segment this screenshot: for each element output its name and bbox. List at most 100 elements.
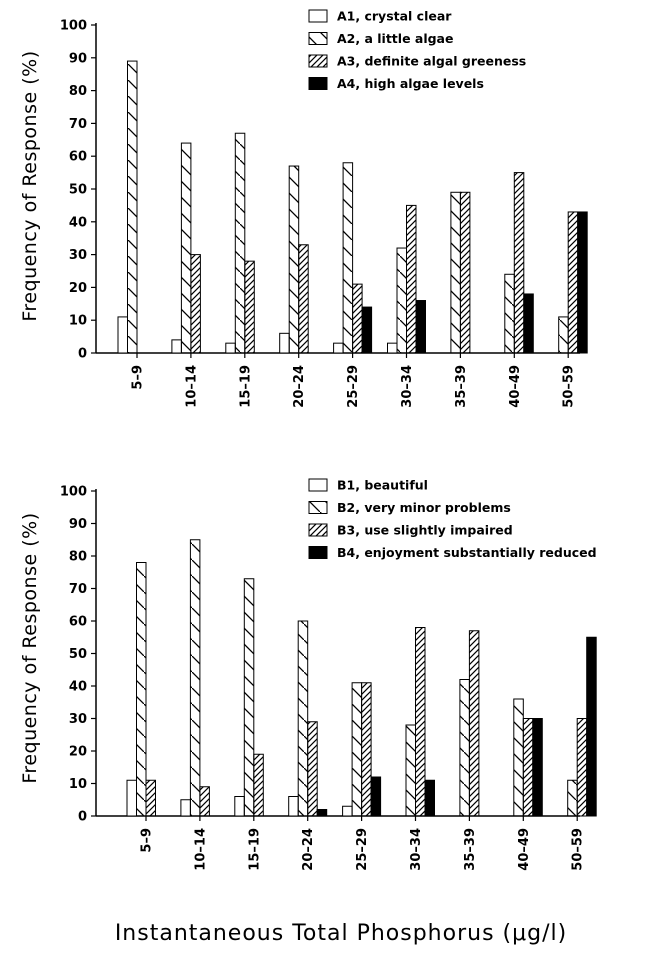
legend-swatch <box>308 478 328 492</box>
bar <box>342 162 354 354</box>
bar <box>244 260 255 354</box>
y-tick-label: 40 <box>69 215 87 230</box>
bar <box>459 191 471 354</box>
bar <box>288 796 299 817</box>
bar <box>387 342 398 354</box>
bar <box>370 776 382 817</box>
bar <box>136 562 147 817</box>
y-tick-label: 30 <box>69 712 87 727</box>
bar <box>297 620 309 817</box>
bar <box>171 339 182 354</box>
legend-label: A4, high algae levels <box>337 76 484 91</box>
x-tick-label: 10–14 <box>193 828 208 871</box>
y-tick-label: 50 <box>69 647 87 662</box>
bar <box>127 60 138 354</box>
legend-swatch <box>308 523 328 537</box>
x-tick-label: 15–19 <box>247 828 262 871</box>
bar <box>468 630 480 817</box>
x-tick-label: 35–39 <box>463 828 478 871</box>
chart-panel-bottom: Frequency of Response (%) 0 10 20 30 40 50 60 7… <box>19 478 597 871</box>
y-tick-label: 40 <box>69 680 87 695</box>
y-tick-label: 80 <box>69 84 87 99</box>
legend-label: A2, a little algae <box>337 31 453 46</box>
bar <box>567 211 579 354</box>
y-tick-label: 20 <box>69 745 87 760</box>
legend-swatch <box>308 9 328 23</box>
x-tick-label: 20–24 <box>292 365 307 408</box>
bar <box>450 191 461 354</box>
y-tick-label: 90 <box>69 517 87 532</box>
legend-swatch <box>308 32 328 45</box>
bar <box>342 805 353 817</box>
bar <box>586 636 597 817</box>
bar <box>190 254 201 354</box>
y-tick-label: 70 <box>69 582 87 597</box>
bar <box>576 718 588 817</box>
bar <box>522 718 534 817</box>
bar <box>316 809 328 817</box>
bar <box>415 300 426 354</box>
bar <box>234 796 245 817</box>
x-tick-label: 20–24 <box>301 828 316 871</box>
bar <box>405 724 416 817</box>
bar <box>567 779 578 817</box>
y-tick-label: 50 <box>69 183 87 198</box>
y-tick-label: 10 <box>69 777 87 792</box>
bar <box>406 204 417 354</box>
legend-label: B2, very minor problems <box>337 500 511 515</box>
bar <box>351 682 363 817</box>
legend-swatch <box>308 546 328 559</box>
bar <box>253 753 264 817</box>
y-tick-label: 60 <box>69 615 87 630</box>
x-tick-label: 30–34 <box>409 828 424 871</box>
bar <box>307 721 318 817</box>
bar <box>298 244 309 354</box>
x-tick-label: 50–59 <box>562 365 577 408</box>
x-tick-label: 35–39 <box>454 365 469 408</box>
bar <box>523 293 534 354</box>
x-tick-label: 40–49 <box>517 828 532 871</box>
y-tick-label: 20 <box>69 281 87 296</box>
x-tick-label: 5–9 <box>140 828 155 853</box>
bar <box>333 342 344 354</box>
bar <box>504 273 515 354</box>
bar <box>126 779 137 817</box>
y-tick-label: 100 <box>60 19 87 34</box>
x-tick-label: 5–9 <box>131 365 146 390</box>
bar <box>513 698 524 817</box>
y-tick-label: 90 <box>69 51 87 66</box>
y-tick-label: 0 <box>78 347 87 362</box>
bar <box>577 211 588 354</box>
y-tick-label: 100 <box>60 485 87 500</box>
bar <box>396 247 407 354</box>
bar <box>145 779 156 817</box>
x-tick-label: 30–34 <box>400 365 415 408</box>
y-axis-label-top: Frequency of Response (%) <box>19 50 41 321</box>
bar <box>225 342 236 354</box>
bar <box>361 306 373 354</box>
bar <box>415 627 426 817</box>
bar <box>199 786 210 817</box>
x-tick-label: 15–19 <box>238 365 253 408</box>
y-tick-label: 0 <box>78 810 87 825</box>
x-tick-label: 10–14 <box>184 365 199 408</box>
bar <box>513 172 525 354</box>
legend-label: A3, definite algal greeness <box>337 54 526 69</box>
y-tick-label: 70 <box>69 117 87 132</box>
bar <box>288 165 300 354</box>
bar <box>180 142 192 354</box>
y-tick-label: 60 <box>69 150 87 165</box>
bar <box>424 779 435 817</box>
x-tick-label: 50–59 <box>571 828 586 871</box>
x-axis-label: Instantaneous Total Phosphorus (μg/l) <box>115 921 567 946</box>
legend-label: B4, enjoyment substantially reduced <box>337 545 597 560</box>
legend-label: B1, beautiful <box>337 478 428 493</box>
bar <box>117 316 128 354</box>
bar <box>558 316 569 354</box>
bar <box>352 283 363 354</box>
bar <box>234 132 246 354</box>
y-tick-label: 80 <box>69 550 87 565</box>
bar <box>532 718 543 817</box>
legend-label: B3, use slightly impaired <box>337 523 513 538</box>
